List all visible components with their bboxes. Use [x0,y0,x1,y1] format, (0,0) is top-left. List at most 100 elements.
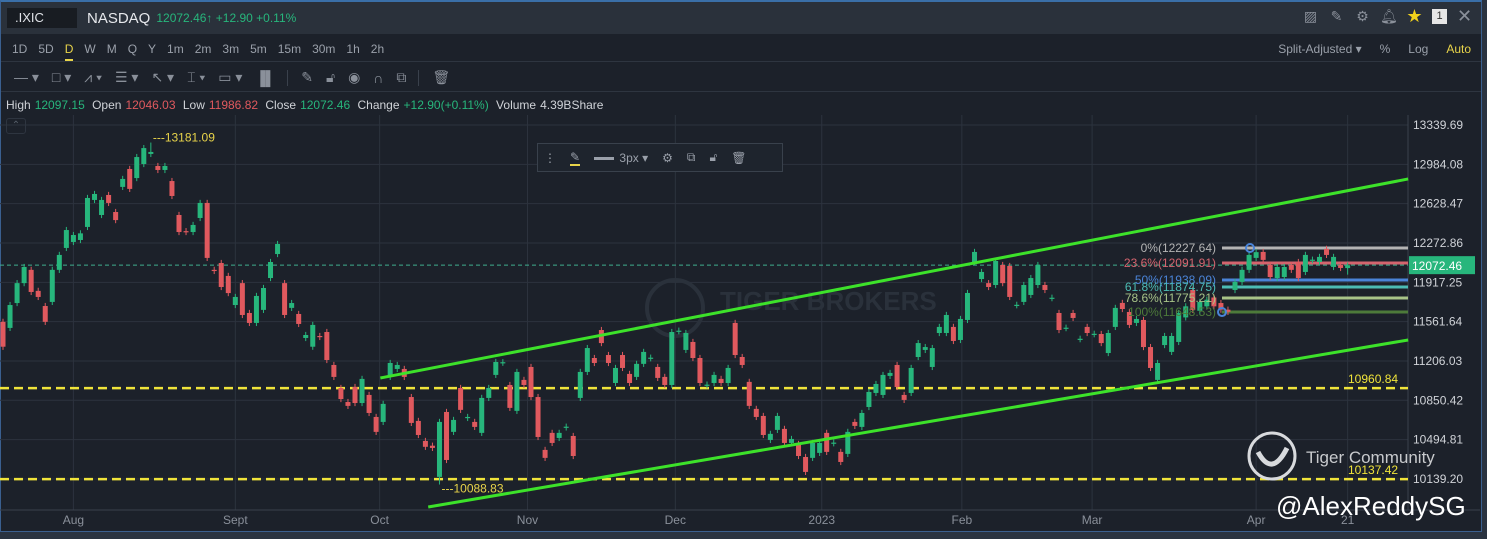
drag-handle-icon[interactable]: ⋮ [544,150,556,165]
pencil-icon[interactable]: ✎ [301,69,313,85]
period-tab-30m[interactable]: 30m [312,41,336,56]
candle-body [683,333,689,350]
candle-body [767,433,773,440]
line-tool-icon[interactable]: — ▾ [14,69,39,85]
star-icon[interactable]: ★ [1406,6,1423,26]
period-tab-2h[interactable]: 2h [370,41,385,56]
candle-body [774,415,780,430]
measure-tool-icon[interactable]: ⌶ ▾ [187,69,206,85]
clone-icon[interactable]: ⧉ [686,150,696,164]
log-scale-toggle[interactable]: Log [1408,41,1429,56]
period-tab-1m[interactable]: 1m [167,41,184,56]
unlock-icon[interactable]: 🔓︎ [326,69,336,85]
last-price-tag-label: 12072.46 [1412,259,1462,273]
line-color-icon[interactable]: ✎ [570,149,581,166]
period-tab-D[interactable]: D [64,41,74,61]
line-width-value[interactable]: 3px ▾ [619,150,649,165]
collapse-button[interactable]: ⌃ [6,118,26,134]
candle-body [591,357,597,363]
eye-icon[interactable]: ◉ [348,69,361,85]
candle-body [732,322,738,356]
candle-body [838,451,844,462]
candle-body [408,397,414,423]
period-tab-1D[interactable]: 1D [12,41,28,56]
pattern-tool-icon[interactable]: ⩘ ▾ [84,69,102,85]
candle-body [711,374,717,383]
candle-body [810,442,816,458]
volume-value: 4.39BShare [540,98,604,112]
candle-body [1274,266,1280,279]
candle-body [458,387,464,410]
candle-body [620,355,626,368]
candle-body [1267,264,1273,278]
candle-body [493,361,499,375]
notification-badge[interactable]: 1 [1432,9,1447,24]
candle-body [387,362,393,377]
price-change: +12.90 [215,11,253,25]
delete-icon[interactable]: 🗑︎ [731,150,747,165]
close-icon[interactable]: ✕ [1456,6,1473,26]
candle-body [282,283,288,315]
gear-icon[interactable]: ⚙ [1356,8,1369,24]
trend-channel-line [380,177,1409,380]
arrow-tool-icon[interactable]: ↖ ▾ [151,69,175,85]
period-tab-5D[interactable]: 5D [38,41,54,56]
change-value: +12.90(+0.11%) [403,98,489,112]
period-tab-5m[interactable]: 5m [250,41,267,56]
candle-body [500,362,506,364]
candle-body [1133,318,1139,323]
candle-body [141,148,147,165]
candle-body [1246,254,1252,270]
period-tab-Q[interactable]: Q [127,41,138,56]
candle-body [56,254,62,270]
candle-body [211,269,217,272]
candle-body [7,305,13,328]
trash-icon[interactable]: 🗑︎ [432,69,451,85]
period-tab-15m[interactable]: 15m [277,41,302,56]
period-tab-Y[interactable]: Y [148,41,157,56]
candle-body [289,303,295,308]
lock-icon[interactable]: 🔓︎ [709,150,718,164]
symbol-input[interactable]: .IXIC [7,8,77,28]
tiger-community-logo-icon [1255,446,1290,467]
candle-body [1225,309,1231,312]
magnet-icon[interactable]: ∩ [373,69,384,86]
candle-body [218,262,224,287]
auto-scale-toggle[interactable]: Auto [1446,41,1471,56]
chart-monitor-icon[interactable]: ▨ [1303,8,1318,24]
candle-body [1190,289,1196,310]
period-tab-1h[interactable]: 1h [346,41,360,56]
split-adjusted-dropdown[interactable]: Split-Adjusted ▾ [1278,41,1362,56]
settings-gear-icon[interactable]: ⚙ [662,150,673,165]
candle-body [859,412,865,427]
candle-body [605,355,611,363]
period-tab-3m[interactable]: 3m [222,41,240,56]
candle-body [1295,261,1301,279]
high-value: 12097.15 [34,98,85,112]
candle-body [1309,259,1315,261]
text-tool-icon[interactable]: ▭ ▾ [218,69,243,85]
candle-body [1091,333,1097,335]
candle-body [1021,285,1027,302]
layers-icon[interactable]: ⧉ [396,69,407,85]
period-tab-2m[interactable]: 2m [194,41,212,56]
candle-body [134,157,140,179]
candle-body [577,371,583,398]
candle-body [317,335,323,338]
candle-body [63,230,69,248]
bell-icon[interactable]: 🔔︎ [1380,8,1398,24]
candle-body [1007,265,1013,297]
period-tab-W[interactable]: W [84,41,96,56]
edit-icon[interactable]: ✎ [1330,8,1343,24]
fib-tool-icon[interactable]: ☰ ▾ [114,69,139,85]
line-width-dropdown[interactable]: 3px ▾ [594,151,648,165]
rectangle-tool-icon[interactable]: □ ▾ [51,69,72,85]
date-tick-label: Nov [517,513,538,527]
percent-scale-toggle[interactable]: % [1379,41,1391,56]
price-chart[interactable]: 13339.69 12984.08 12628.47 12272.86 11917.25… [0,112,1487,539]
low-value: 11986.82 [208,98,259,112]
period-tab-M[interactable]: M [106,41,117,56]
candle-style-icon[interactable]: ▐▌ [255,69,276,86]
candle-body [641,351,647,364]
candle-body [1035,264,1041,286]
